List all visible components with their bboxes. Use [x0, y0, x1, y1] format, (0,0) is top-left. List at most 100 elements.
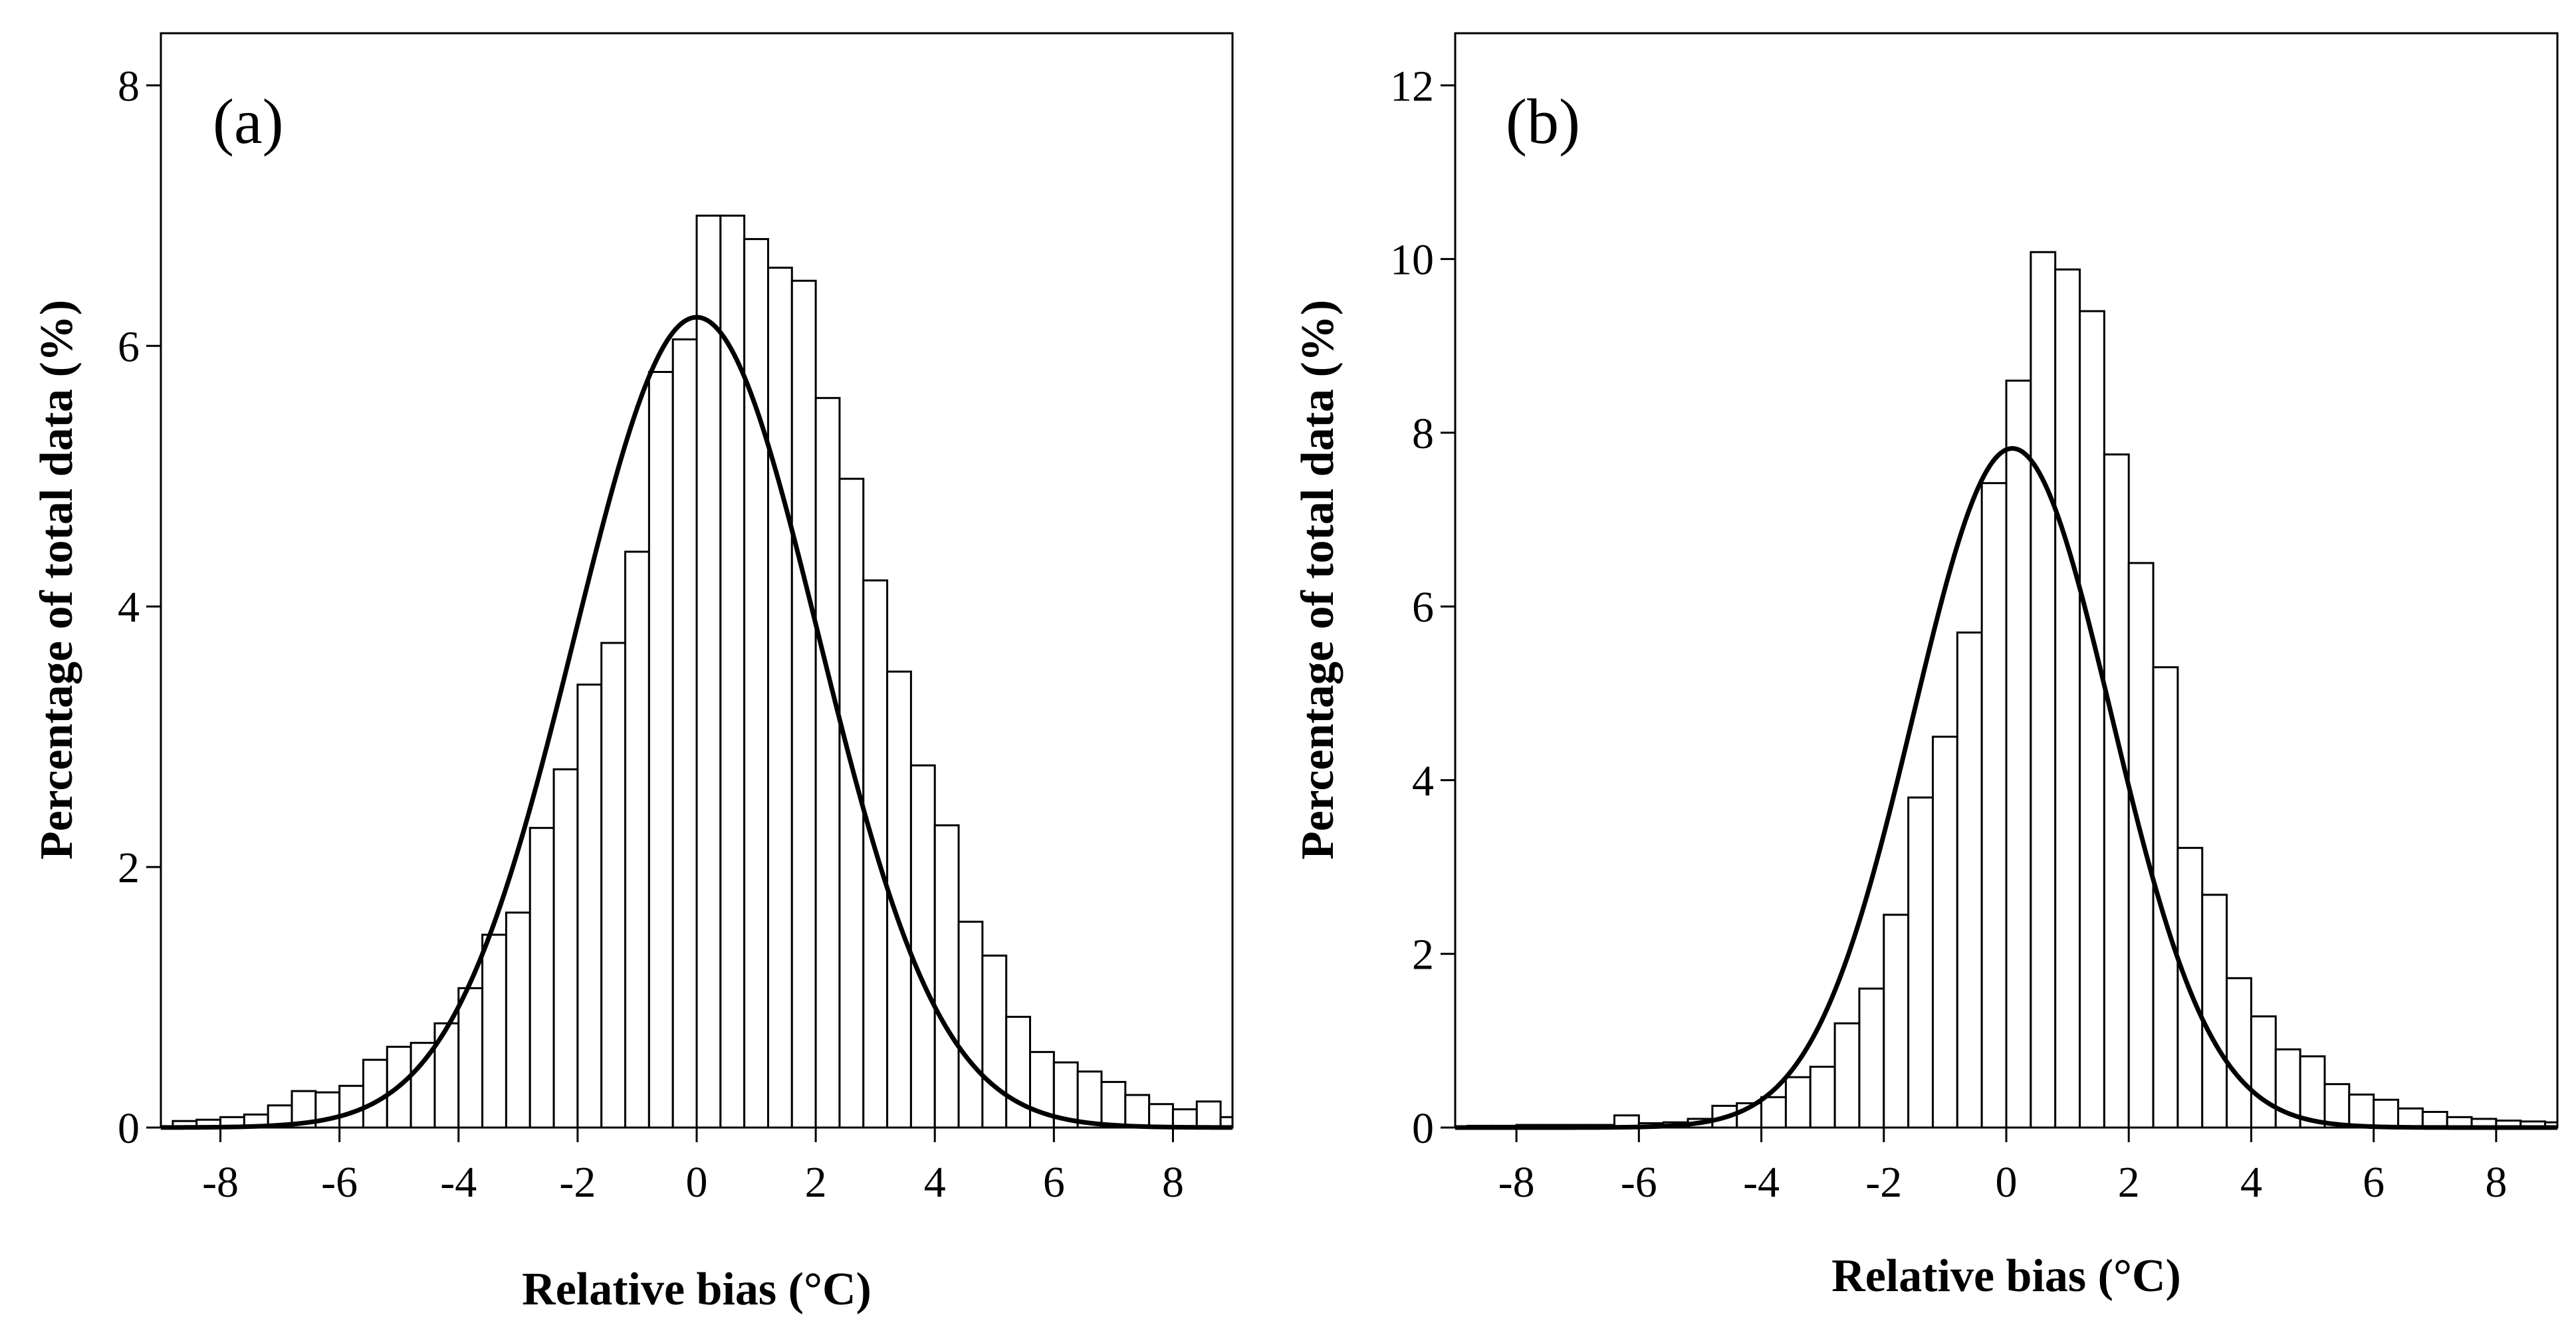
- panel-b-bar: [2201, 894, 2228, 1129]
- panel-a-x-tick-label: 0: [686, 1158, 708, 1207]
- panel-a-bar: [338, 1084, 364, 1129]
- panel-b-label: (b): [1506, 86, 1580, 157]
- panel-a-bar: [1100, 1080, 1127, 1129]
- panel-a-bar: [457, 987, 484, 1129]
- panel-b-y-tick-label: 8: [1412, 410, 1434, 458]
- panel-a-x-tick-label: 6: [1043, 1158, 1065, 1207]
- panel-a-bar: [743, 238, 769, 1129]
- panel-b-bar: [2397, 1107, 2424, 1129]
- panel-a-bar: [1195, 1100, 1222, 1129]
- panel-b-bar: [1931, 735, 1958, 1129]
- panel-b-bars: [1466, 251, 2559, 1129]
- panel-a-y-tick-label: 8: [118, 62, 140, 110]
- panel-a: 0 2 4 6 8 -8 -6 -4 -2 0 2 4 6 8 (a) Percentage of to…: [31, 32, 1234, 1315]
- panel-a-bar: [528, 826, 555, 1129]
- panel-a-bar: [838, 477, 865, 1129]
- panel-b-x-tick-label: 2: [2118, 1158, 2140, 1207]
- panel-a-bar: [362, 1058, 388, 1129]
- panel-b-x-tick-label: -2: [1865, 1158, 1902, 1207]
- panel-b-y-tick-label: 0: [1412, 1104, 1434, 1153]
- panel-a-bar: [647, 370, 674, 1129]
- panel-b-bar: [1809, 1066, 1836, 1129]
- panel-a-bar: [1171, 1108, 1198, 1129]
- panel-b-bar: [2054, 268, 2081, 1129]
- panel-b-bar: [2005, 380, 2032, 1129]
- panel-a-y-tick-label: 4: [118, 583, 140, 632]
- panel-b-x-axis: -8 -6 -4 -2 0 2 4 6 8: [1498, 1128, 2507, 1207]
- panel-a-bar: [671, 338, 698, 1129]
- panel-b-x-tick-label: 0: [1996, 1158, 2018, 1207]
- panel-b-normal-fit-curve: [1455, 445, 2557, 1130]
- panel-a-bar: [410, 1042, 436, 1129]
- panel-b-bar: [1784, 1076, 1812, 1129]
- panel-b: 0 2 4 6 8 10 12 -8 -6 -4 -2 0 2 4 6 8 (b) Percentage o…: [1292, 32, 2559, 1302]
- panel-b-y-axis: 0 2 4 6 8 10 12: [1390, 62, 1455, 1153]
- panel-b-bar: [2079, 310, 2105, 1129]
- panel-a-bar: [552, 768, 579, 1129]
- panel-a-bar: [1076, 1070, 1103, 1129]
- panel-a-x-tick-label: -2: [559, 1158, 596, 1207]
- panel-b-bar: [2323, 1083, 2351, 1129]
- panel-a-label: (a): [213, 86, 284, 157]
- panel-b-x-tick-label: -6: [1621, 1158, 1657, 1207]
- panel-a-y-tick-label: 0: [118, 1104, 140, 1153]
- panel-a-y-axis: 0 2 4 6 8: [118, 62, 161, 1153]
- panel-a-y-tick-label: 6: [118, 322, 140, 371]
- panel-b-bar: [2127, 562, 2155, 1129]
- panel-b-y-tick-label: 4: [1412, 757, 1434, 805]
- panel-a-y-tick-label: 2: [118, 844, 140, 892]
- panel-b-y-axis-title: Percentage of total data (%): [1292, 300, 1344, 860]
- panel-b-bar: [1956, 631, 1983, 1129]
- panel-a-normal-fit-curve: [160, 314, 1233, 1130]
- panel-a-bar: [1148, 1103, 1174, 1129]
- panel-a-bar: [862, 579, 889, 1129]
- panel-b-y-tick-label: 10: [1390, 236, 1434, 285]
- panel-a-bar: [1124, 1094, 1151, 1129]
- panel-a-y-axis-title: Percentage of total data (%): [31, 300, 82, 860]
- panel-a-bar: [505, 911, 531, 1129]
- panel-b-x-tick-label: 8: [2485, 1158, 2507, 1207]
- panel-b-bar: [1980, 482, 2008, 1129]
- panel-a-bar: [766, 267, 793, 1129]
- panel-a-bar: [933, 824, 960, 1129]
- panel-a-bar: [695, 214, 722, 1129]
- panel-a-x-axis-title: Relative bias (°C): [522, 1264, 872, 1315]
- panel-b-x-tick-label: 4: [2240, 1158, 2262, 1207]
- panel-b-bar: [1833, 1022, 1861, 1129]
- panel-a-x-tick-label: -8: [202, 1158, 239, 1207]
- panel-b-y-tick-label: 12: [1390, 62, 1434, 110]
- panel-b-bar: [2103, 453, 2130, 1129]
- panel-b-x-tick-label: 6: [2363, 1158, 2385, 1207]
- panel-a-x-tick-label: 8: [1162, 1158, 1184, 1207]
- panel-b-bar: [2250, 1015, 2277, 1129]
- panel-a-x-tick-label: 2: [805, 1158, 827, 1207]
- panel-b-x-tick-label: -4: [1743, 1158, 1780, 1207]
- panel-b-bar: [1907, 796, 1934, 1129]
- panel-b-bar: [2226, 977, 2252, 1129]
- panel-b-x-tick-label: -8: [1498, 1158, 1535, 1207]
- panel-a-bar: [790, 279, 817, 1129]
- panel-a-bar: [576, 683, 603, 1129]
- panel-a-x-tick-label: -4: [440, 1158, 477, 1207]
- panel-b-y-tick-label: 2: [1412, 931, 1434, 979]
- panel-b-x-axis-title: Relative bias (°C): [1831, 1251, 2181, 1302]
- panel-b-bar: [1760, 1096, 1787, 1129]
- panel-a-x-tick-label: 4: [924, 1158, 946, 1207]
- panel-b-bar: [2348, 1093, 2375, 1129]
- panel-a-bar: [624, 550, 650, 1129]
- panel-b-y-tick-label: 6: [1412, 583, 1434, 632]
- panel-a-bar: [1005, 1015, 1032, 1129]
- panel-a-x-axis: -8 -6 -4 -2 0 2 4 6 8: [202, 1128, 1184, 1207]
- panel-a-bar: [481, 933, 507, 1129]
- panel-a-bar: [600, 642, 627, 1129]
- panel-b-bar: [2373, 1098, 2400, 1129]
- panel-a-bar: [814, 397, 841, 1129]
- panel-a-bar: [981, 954, 1008, 1129]
- panel-a-bars: [172, 214, 1234, 1129]
- panel-b-bar: [1858, 987, 1885, 1129]
- panel-b-bar: [2030, 251, 2057, 1129]
- panel-a-bar: [957, 920, 984, 1129]
- panel-b-bar: [2299, 1055, 2326, 1129]
- panel-a-x-tick-label: -6: [321, 1158, 358, 1207]
